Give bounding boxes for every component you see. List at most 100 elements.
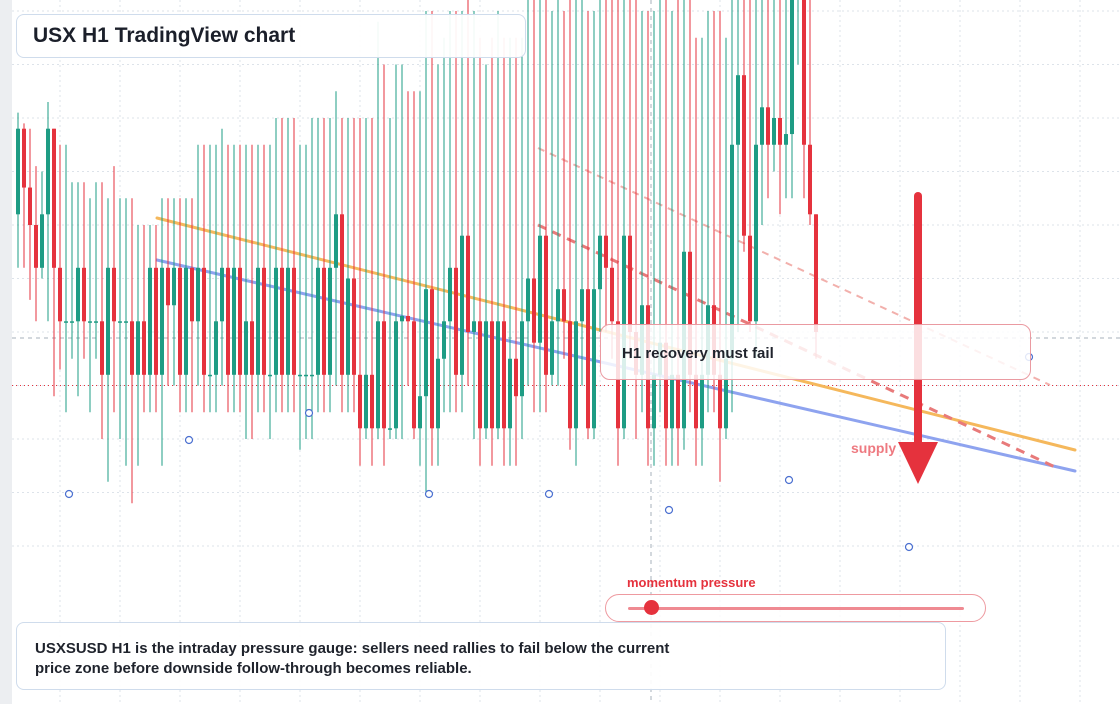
candle [34,166,38,322]
candle-body [556,289,560,322]
momentum-label: momentum pressure [627,575,756,590]
candle-body [730,144,734,359]
candle-body [340,214,344,375]
candle-body [736,75,740,145]
candle [394,64,398,439]
candle [184,198,188,413]
candle-body [436,358,440,429]
candles-layer [16,0,818,504]
candle-body [460,235,464,375]
candle [286,118,290,413]
candle [148,225,152,413]
candle [130,198,134,504]
candle [508,37,512,466]
candle [766,0,770,199]
candle [142,225,146,413]
candle-body [238,267,242,375]
candle-body [760,107,764,145]
momentum-knob[interactable] [644,600,660,615]
candle [94,182,98,359]
candle-body [562,289,566,322]
signal-marker [304,408,314,418]
candle [88,198,92,413]
candle-body [580,289,584,322]
candle-body [202,267,206,375]
candle-body [22,128,26,188]
candle-body [592,289,596,429]
chart-title: USX H1 TradingView chart [33,24,296,47]
candle [430,11,434,466]
candle [436,64,440,466]
candle-body [424,289,428,397]
candle [118,198,122,439]
candle [274,118,278,413]
candle [790,0,794,199]
candle [442,37,446,413]
annotation-text: H1 recovery must fail [622,345,774,362]
candle-body [568,321,572,429]
candle-body [52,128,56,268]
candle-body [766,107,770,145]
candle-body [226,267,230,375]
candle-body [382,321,386,429]
candle-body [352,278,356,375]
candle [262,144,266,413]
candle [376,21,380,439]
candle-body [742,75,746,236]
candle-body [286,267,290,375]
candle-body [106,267,110,375]
candle [112,166,116,413]
caption-text: USXSUSD H1 is the intraday pressure gaug… [35,640,670,677]
candle [208,144,212,413]
candle [797,0,799,65]
candle-body [802,0,806,145]
candle-body [16,128,20,215]
candle-body [694,374,698,429]
candle-body [268,374,272,377]
candle-body [808,144,812,215]
candle-body [418,396,422,429]
candle [586,11,590,439]
candle-body [550,321,554,375]
signal-marker [784,475,794,485]
momentum-gauge[interactable] [605,594,986,622]
candle [304,144,308,439]
candle-body [502,321,506,429]
candle-body [298,374,302,377]
candle [532,0,536,413]
candle-body [544,235,548,375]
annotation-callout: H1 recovery must fail [600,324,1031,380]
left-toolbar-strip [0,0,12,704]
candle [778,0,782,215]
candle [166,198,170,386]
candle-body [532,278,536,343]
candle [472,11,476,439]
candle [568,0,572,450]
candle-body [178,267,182,375]
candle [40,171,44,279]
candle [544,0,548,413]
candle-body [346,278,350,375]
markers-layer [64,192,1034,552]
candle [424,11,428,493]
candle-body [58,267,62,322]
candle-body [526,278,530,322]
candle-body [754,144,758,322]
candle [562,11,566,359]
candle-body [160,267,164,375]
candle-body [358,374,362,429]
candle [100,182,104,439]
candle [364,118,368,439]
candle-body [322,267,326,375]
candle-body [244,321,248,375]
candle [52,128,56,397]
candle [802,0,806,199]
candle [382,64,386,466]
candle-body [676,374,680,429]
candle-body [94,321,98,323]
candle-body [364,374,368,429]
candle [556,0,560,386]
candle [316,118,320,413]
candle-body [292,267,296,375]
candle [496,11,500,439]
